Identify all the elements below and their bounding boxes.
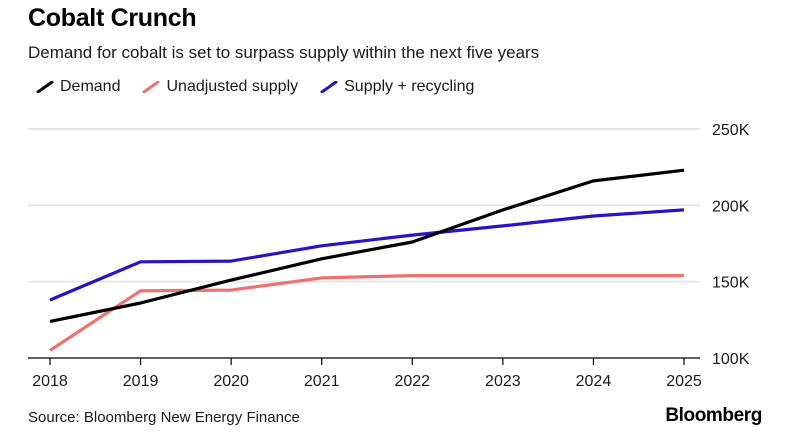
legend-label-unadjusted-supply: Unadjusted supply — [166, 78, 299, 95]
source-note: Source: Bloomberg New Energy Finance — [28, 409, 300, 426]
x-tick-label: 2021 — [304, 373, 340, 390]
y-tick-label: 150K — [712, 275, 750, 292]
chart-title: Cobalt Crunch — [28, 4, 197, 32]
y-tick-label: 100K — [712, 351, 750, 368]
x-tick-label: 2025 — [666, 373, 702, 390]
legend-item-demand: Demand — [36, 78, 120, 96]
chart-subtitle: Demand for cobalt is set to surpass supp… — [28, 43, 540, 62]
x-tick-label: 2022 — [394, 373, 430, 390]
legend-swatch-demand — [36, 81, 54, 93]
series-line-demand — [49, 168, 685, 323]
x-tick-label: 2024 — [576, 373, 612, 390]
bloomberg-logo: Bloomberg — [665, 405, 762, 426]
legend-item-unadjusted-supply: Unadjusted supply — [142, 78, 298, 96]
chart-legend: Demand Unadjusted supply Supply + recycl… — [36, 78, 496, 96]
legend-label-demand: Demand — [60, 78, 121, 95]
series-line-unadjusted-supply — [49, 274, 684, 352]
legend-item-supply-recycling: Supply + recycling — [320, 78, 474, 96]
x-tick-label: 2020 — [213, 373, 249, 390]
legend-swatch-unadjusted-supply — [142, 81, 160, 93]
y-tick-label: 250K — [712, 122, 750, 139]
x-tick-label: 2023 — [485, 373, 521, 390]
x-tick-label: 2018 — [32, 373, 68, 390]
series-line-supply-recycling — [49, 208, 685, 302]
legend-label-supply-recycling: Supply + recycling — [344, 78, 475, 95]
legend-swatch-supply-recycling — [320, 81, 338, 93]
y-tick-label: 200K — [712, 198, 750, 215]
x-tick-label: 2019 — [123, 373, 159, 390]
